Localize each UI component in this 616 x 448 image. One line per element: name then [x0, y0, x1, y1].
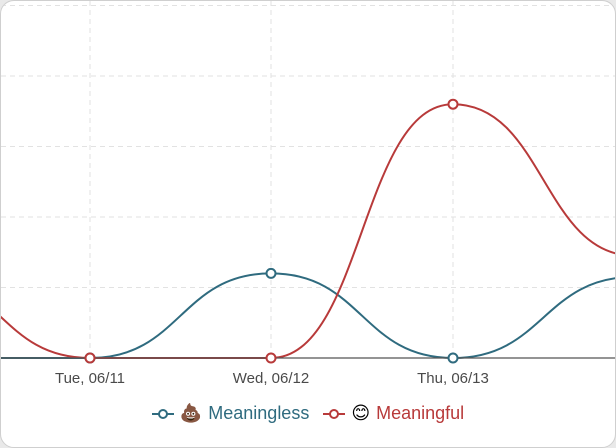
x-tick-label: Tue, 06/11: [55, 370, 125, 387]
poop-emoji-icon: 💩: [179, 403, 203, 424]
series-line-meaningless: [1, 272, 615, 359]
data-point-meaningless: [265, 267, 277, 279]
x-tick-label: Thu, 06/13: [417, 370, 489, 387]
series-line-meaningful: [1, 103, 615, 360]
legend-item-meaningless[interactable]: 💩 Meaningless: [151, 403, 310, 424]
chart-legend: 💩 Meaningless 😊 Meaningful: [1, 403, 615, 424]
legend-item-meaningful[interactable]: 😊 Meaningful: [323, 403, 464, 424]
smiling-face-emoji-icon: 😊: [351, 403, 371, 424]
legend-label-meaningless: Meaningless: [208, 403, 310, 423]
legend-marker-meaningful: [323, 408, 346, 420]
data-point-meaningless: [447, 352, 459, 364]
legend-marker-meaningless: [151, 408, 174, 420]
data-point-meaningful: [84, 352, 96, 364]
legend-label-meaningful: Meaningful: [376, 403, 465, 423]
x-tick-label: Wed, 06/12: [233, 370, 309, 387]
data-point-meaningful: [265, 352, 277, 364]
data-point-meaningful: [447, 98, 459, 110]
